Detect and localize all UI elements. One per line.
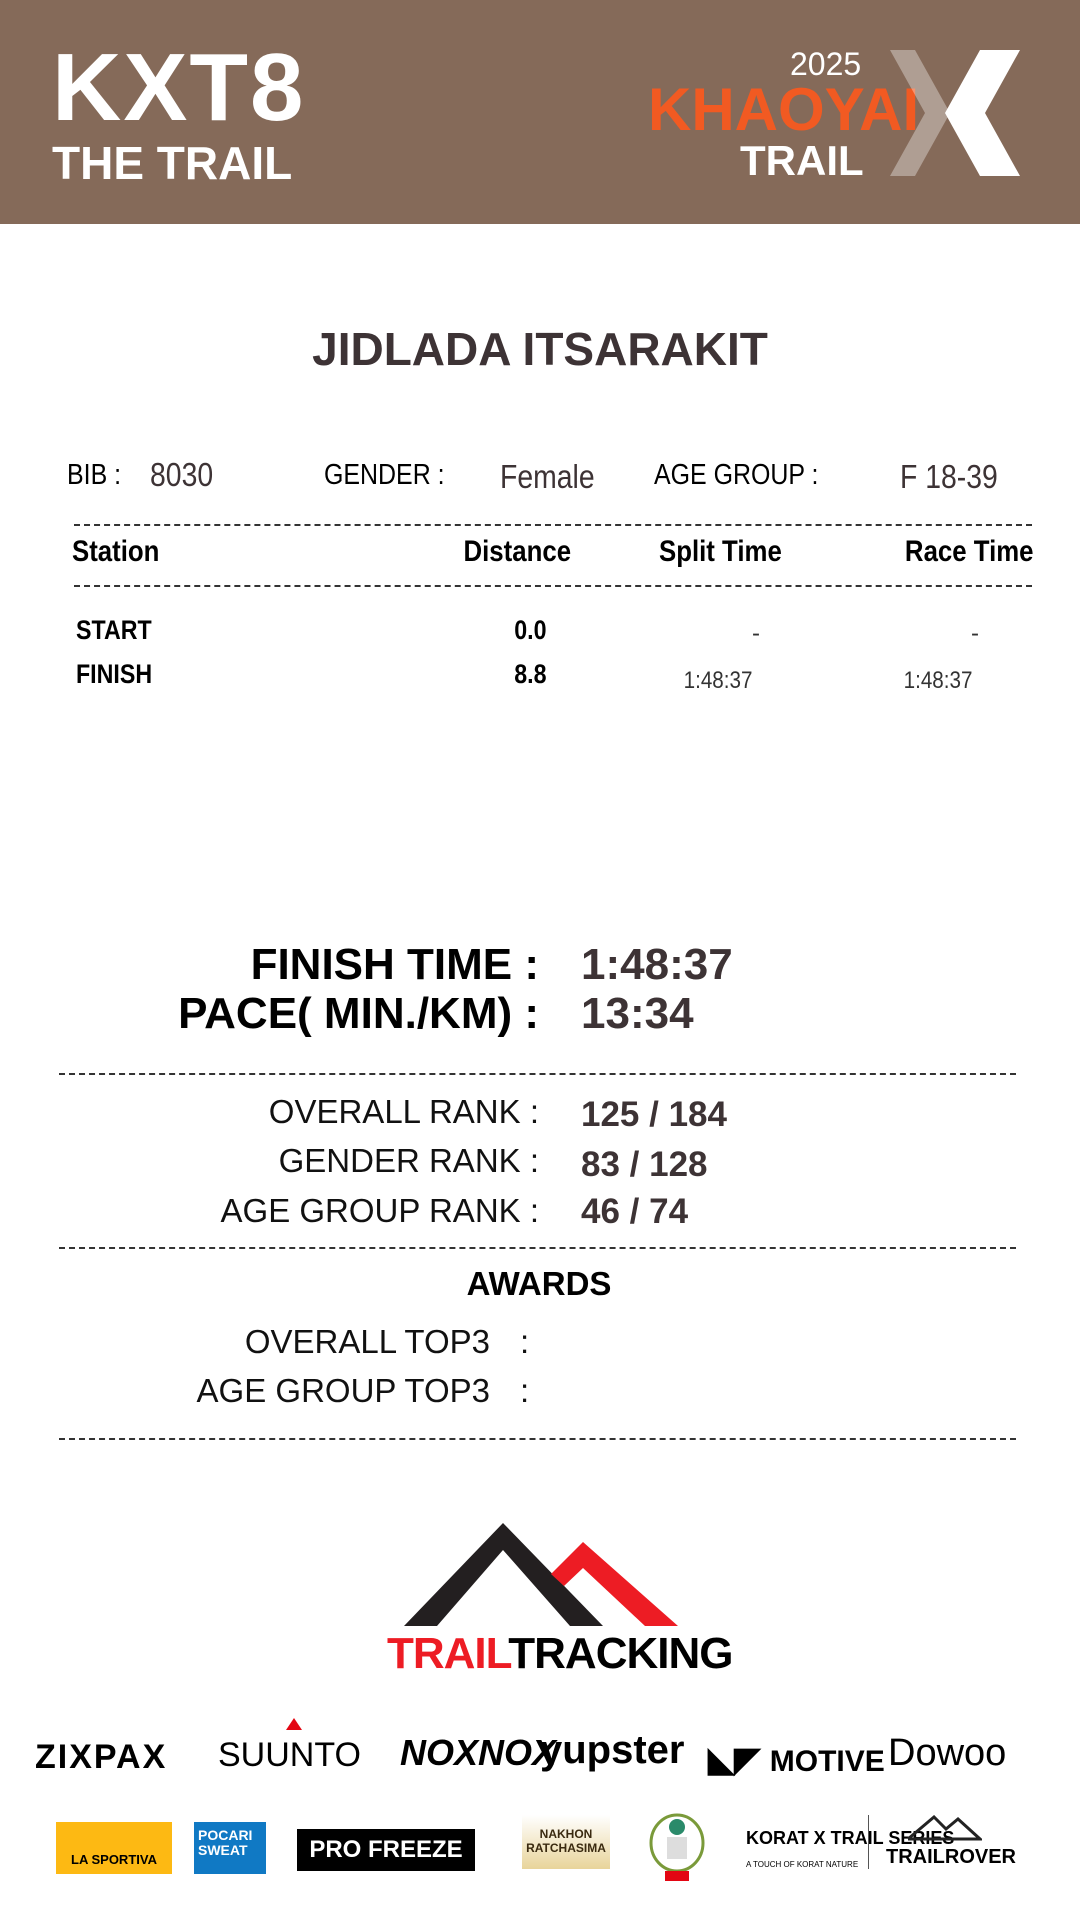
divider (59, 1073, 1016, 1075)
age-group-label: AGE GROUP : (654, 459, 819, 491)
divider (74, 585, 1032, 587)
overall-rank-label: OVERALL RANK : (268, 1093, 539, 1130)
kxt8-logo: KXT8 (52, 34, 306, 141)
sponsor-zixpax: ZIXPAX (35, 1738, 168, 1776)
overall-rank-value: 125 / 184 (581, 1095, 727, 1134)
station-distance: 0.0 (514, 615, 547, 645)
race-time: - (971, 620, 979, 647)
column-race-time: Race Time (905, 535, 1034, 568)
sponsor-pro-freeze: PRO FREEZE (297, 1829, 475, 1871)
divider (59, 1438, 1016, 1440)
sponsor-dowoo: Dowoo (888, 1732, 1007, 1774)
sponsor-suunto: SUUNTO (218, 1736, 361, 1774)
age-group-value: F 18-39 (900, 458, 998, 495)
khaoyai-logo-year: 2025 (790, 46, 862, 82)
trailrover-mountain-icon (907, 1815, 982, 1841)
race-time: 1:48:37 (903, 667, 973, 694)
province-seal-icon (649, 1813, 705, 1881)
bib-label: BIB : (67, 459, 122, 491)
pace-label: PACE( MIN./KM) : (178, 989, 539, 1038)
sponsor-yupster: yupster (540, 1728, 685, 1772)
kxt8-logo-subtitle: THE TRAIL (52, 137, 293, 189)
column-station: Station (72, 535, 160, 568)
station-name: START (76, 615, 152, 645)
trail-text: TRAIL (387, 1629, 509, 1678)
sponsor-la-sportiva: LA SPORTIVA (56, 1822, 172, 1874)
age-group-rank-label: AGE GROUP RANK : (220, 1192, 539, 1229)
column-split-time: Split Time (658, 535, 782, 568)
split-time: 1:48:37 (683, 667, 753, 694)
overall-top3-label: OVERALL TOP3 (244, 1323, 490, 1360)
finish-time-label: FINISH TIME : (250, 940, 539, 989)
suunto-triangle-icon (286, 1718, 302, 1730)
x-mark-icon (890, 50, 1020, 176)
sponsor-noxnox: NOXNOX (400, 1732, 557, 1773)
awards-title: AWARDS (466, 1265, 612, 1302)
khaoyai-logo-trail: TRAIL (740, 137, 864, 184)
divider (74, 524, 1032, 526)
gender-value: Female (500, 458, 595, 495)
sponsor-motive: ◣◤ MOTIVE (708, 1741, 885, 1779)
age-group-rank-value: 46 / 74 (581, 1192, 689, 1231)
finish-time-value: 1:48:37 (581, 940, 733, 989)
divider (59, 1247, 1016, 1249)
sponsor-pocari-sweat: POCARI SWEAT (194, 1822, 266, 1874)
age-group-top3-label: AGE GROUP TOP3 (196, 1372, 490, 1409)
gender-rank-value: 83 / 128 (581, 1145, 708, 1184)
runner-name: JIDLADA ITSARAKIT (312, 323, 768, 375)
mountain-logo-icon (404, 1523, 678, 1626)
sponsor-divider (868, 1815, 869, 1869)
sponsor-nakhon-ratchasima: NAKHON RATCHASIMA (522, 1815, 610, 1869)
bib-value: 8030 (150, 456, 214, 493)
gender-rank-label: GENDER RANK : (278, 1142, 539, 1179)
pace-value: 13:34 (581, 989, 694, 1038)
sponsor-korat-x: KORAT X TRAIL SERIES (746, 1828, 955, 1848)
station-distance: 8.8 (514, 659, 547, 689)
age-group-top3-colon: : (520, 1372, 530, 1409)
sponsor-korat-x-tagline: A TOUCH OF KORAT NATURE (746, 1860, 859, 1869)
tracking-text: TRACKING (508, 1629, 733, 1678)
sponsor-trailrover: TRAILROVER (886, 1846, 1016, 1868)
gender-label: GENDER : (324, 459, 445, 491)
station-name: FINISH (76, 659, 153, 689)
overall-top3-colon: : (520, 1323, 530, 1360)
column-distance: Distance (463, 535, 571, 568)
khaoyai-logo-name: KHAOYAI (648, 76, 920, 143)
split-time: - (752, 620, 760, 647)
event-header: KXT8 THE TRAIL 2025 KHAOYAI TRAIL (0, 0, 1080, 224)
